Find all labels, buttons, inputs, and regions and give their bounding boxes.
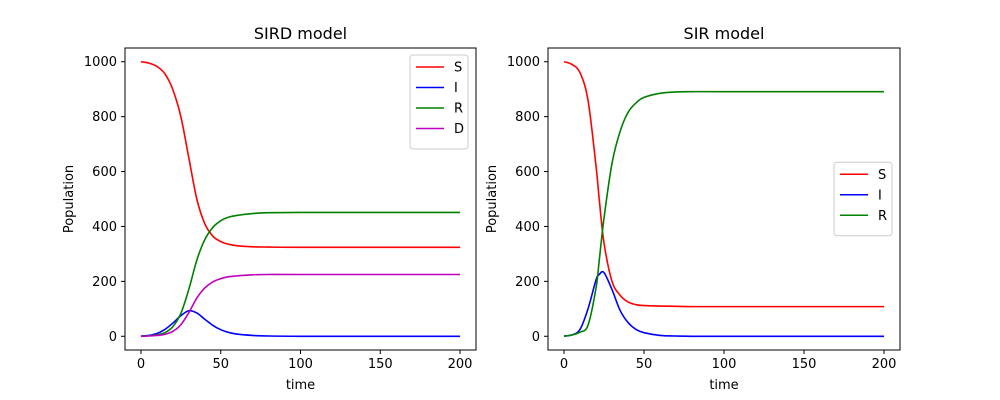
- x-tick-label: 150: [368, 357, 393, 372]
- y-tick-label: 800: [515, 110, 540, 125]
- series-line-D: [140, 273, 461, 338]
- y-tick-label: 200: [515, 275, 540, 290]
- y-tick-label: 0: [532, 330, 540, 345]
- legend-box: [409, 54, 469, 150]
- legend-label: I: [454, 81, 458, 96]
- y-tick-label: 600: [92, 165, 117, 180]
- y-tick-label: 800: [92, 110, 117, 125]
- legend-label: S: [878, 168, 886, 183]
- series-line-I: [140, 309, 461, 338]
- series-line-S: [563, 60, 884, 308]
- legend-label: D: [454, 122, 464, 137]
- legend-label: I: [878, 188, 882, 203]
- series-line-I: [563, 270, 884, 338]
- legend-label: R: [878, 209, 887, 224]
- x-tick-label: 50: [636, 357, 653, 372]
- y-tick-label: 1000: [507, 55, 540, 70]
- y-axis-label: Population: [485, 165, 500, 233]
- chart-1: 0 50 100 150 200 0 200 400 600 800 1000 SIR model ti…: [485, 24, 901, 393]
- x-tick-label: 100: [288, 357, 313, 372]
- legend: SIRD: [409, 54, 469, 150]
- legend: SIR: [833, 161, 893, 237]
- x-tick-label: 150: [792, 357, 817, 372]
- legend-box: [833, 161, 893, 237]
- y-tick-label: 600: [515, 165, 540, 180]
- y-axis-label: Population: [62, 165, 77, 233]
- x-tick-label: 0: [560, 357, 568, 372]
- x-axis-label: time: [286, 378, 315, 393]
- x-tick-label: 0: [137, 357, 145, 372]
- chart-0: 0 50 100 150 200 0 200 400 600 800 1000 SIRD model t…: [62, 24, 477, 393]
- x-tick-label: 100: [712, 357, 737, 372]
- x-tick-label: 200: [448, 357, 473, 372]
- y-tick-label: 400: [92, 220, 117, 235]
- series-line-R: [563, 90, 884, 338]
- x-tick-label: 200: [872, 357, 897, 372]
- series-line-R: [140, 211, 461, 338]
- x-tick-label: 50: [212, 357, 229, 372]
- y-tick-label: 200: [92, 275, 117, 290]
- chart-title: SIR model: [684, 24, 765, 43]
- y-tick-label: 400: [515, 220, 540, 235]
- x-axis-label: time: [709, 378, 738, 393]
- y-tick-label: 1000: [84, 55, 117, 70]
- legend-label: S: [454, 61, 462, 76]
- legend-label: R: [454, 102, 463, 117]
- chart-title: SIRD model: [254, 24, 347, 43]
- y-tick-label: 0: [109, 330, 117, 345]
